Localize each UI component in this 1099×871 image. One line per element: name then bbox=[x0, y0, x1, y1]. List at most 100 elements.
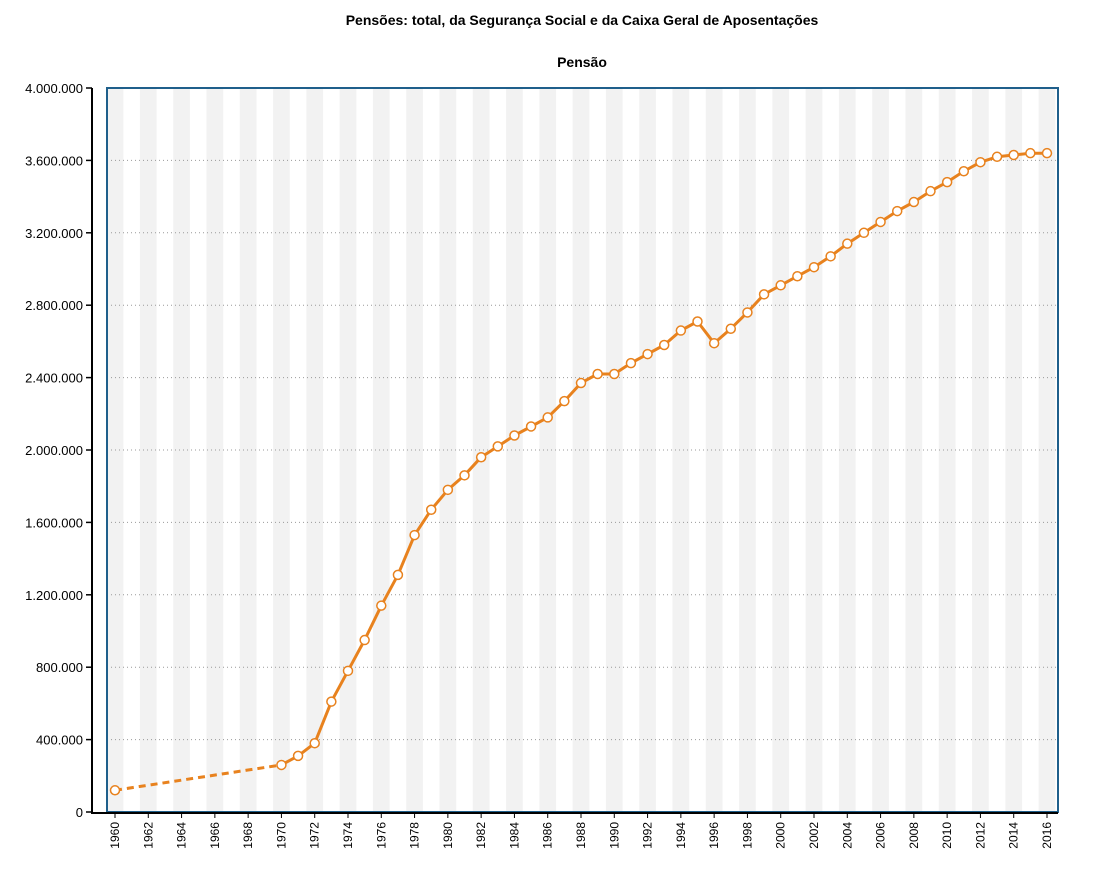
data-point bbox=[309, 737, 320, 749]
x-tick-label: 1984 bbox=[507, 822, 521, 849]
background-band bbox=[572, 88, 590, 812]
x-tick-label: 2000 bbox=[774, 822, 788, 849]
x-tick-label: 1986 bbox=[541, 822, 555, 849]
y-tick-label: 2.400.000 bbox=[25, 371, 83, 386]
x-tick-label: 1978 bbox=[408, 822, 422, 849]
data-point bbox=[475, 451, 487, 463]
data-point bbox=[842, 238, 853, 249]
series-markers bbox=[109, 147, 1053, 796]
data-point bbox=[908, 196, 920, 208]
background-band bbox=[139, 88, 157, 812]
x-tick-label: 1968 bbox=[241, 822, 255, 849]
x-tick-label: 2008 bbox=[907, 822, 921, 849]
background-band bbox=[173, 88, 190, 812]
data-point bbox=[991, 151, 1003, 163]
data-point bbox=[492, 441, 504, 452]
data-point bbox=[775, 280, 786, 291]
background-band bbox=[372, 88, 390, 812]
x-tick-label: 1990 bbox=[607, 822, 621, 849]
x-tick-label: 2014 bbox=[1007, 822, 1021, 849]
background-band bbox=[905, 88, 923, 812]
data-point bbox=[542, 412, 553, 423]
background-band bbox=[206, 88, 224, 812]
background-band bbox=[239, 88, 257, 812]
data-point bbox=[658, 339, 670, 351]
background-band bbox=[705, 88, 723, 812]
background-band bbox=[506, 88, 523, 812]
data-point bbox=[891, 205, 903, 217]
x-tick-label: 1964 bbox=[175, 822, 189, 849]
data-point bbox=[525, 421, 537, 432]
background-band bbox=[306, 88, 324, 812]
data-point bbox=[675, 325, 687, 336]
background-band bbox=[605, 88, 623, 812]
background-band bbox=[672, 88, 690, 812]
y-tick-label: 3.200.000 bbox=[25, 226, 83, 241]
y-tick-label: 0 bbox=[76, 805, 83, 820]
x-tick-label: 1982 bbox=[474, 822, 488, 849]
chart-subtitle: Pensão bbox=[557, 54, 607, 70]
series-line bbox=[280, 151, 1047, 767]
x-tick-label: 2016 bbox=[1040, 822, 1054, 849]
y-tick-label: 1.600.000 bbox=[25, 515, 83, 530]
data-point bbox=[376, 600, 387, 611]
y-tick-label: 4.000.000 bbox=[25, 81, 83, 96]
data-point bbox=[692, 316, 703, 327]
data-point bbox=[392, 569, 404, 581]
data-point bbox=[792, 270, 803, 282]
data-point bbox=[858, 227, 870, 239]
data-point bbox=[276, 759, 287, 771]
data-point bbox=[509, 430, 520, 441]
data-point bbox=[825, 251, 836, 262]
background-band bbox=[772, 88, 790, 812]
data-point bbox=[958, 166, 970, 177]
x-tick-label: 1996 bbox=[707, 822, 721, 849]
data-point bbox=[292, 750, 304, 762]
data-point bbox=[975, 156, 986, 168]
series-gap-dashed bbox=[114, 763, 282, 792]
data-point bbox=[941, 176, 953, 188]
background-band bbox=[273, 88, 290, 812]
data-point bbox=[442, 484, 454, 496]
data-point bbox=[875, 216, 886, 228]
x-tick-label: 1980 bbox=[441, 822, 455, 849]
x-tick-label: 2006 bbox=[874, 822, 888, 849]
x-tick-label: 1974 bbox=[341, 822, 355, 849]
x-tick-label: 1972 bbox=[308, 822, 322, 849]
data-point bbox=[559, 395, 570, 407]
x-tick-label: 1970 bbox=[274, 822, 288, 849]
x-tick-label: 1992 bbox=[641, 822, 655, 849]
y-tick-label: 3.600.000 bbox=[25, 153, 83, 168]
background-band bbox=[406, 88, 423, 812]
data-point bbox=[642, 348, 653, 360]
y-tick-label: 1.200.000 bbox=[25, 588, 83, 603]
data-point bbox=[359, 634, 370, 646]
x-tick-label: 2004 bbox=[840, 822, 854, 849]
data-point bbox=[592, 368, 603, 380]
data-point bbox=[425, 504, 437, 515]
y-tick-label: 2.000.000 bbox=[25, 443, 83, 458]
background-band bbox=[872, 88, 889, 812]
data-point bbox=[742, 307, 753, 318]
chart-title: Pensões: total, da Segurança Social e da… bbox=[346, 12, 819, 28]
x-tick-label: 2012 bbox=[973, 822, 987, 849]
data-point bbox=[609, 368, 620, 380]
data-point bbox=[725, 323, 737, 334]
plot-background-bands bbox=[107, 88, 1056, 812]
data-point bbox=[459, 470, 470, 481]
x-tick-label: 1960 bbox=[108, 822, 122, 849]
y-tick-label: 800.000 bbox=[36, 660, 83, 675]
data-point bbox=[625, 357, 637, 369]
data-point bbox=[342, 665, 354, 677]
data-point bbox=[758, 289, 770, 300]
data-point bbox=[575, 377, 587, 389]
data-point bbox=[409, 529, 420, 541]
data-point bbox=[1008, 149, 1019, 161]
data-point bbox=[708, 337, 720, 349]
data-point bbox=[109, 785, 121, 796]
background-band bbox=[1005, 88, 1023, 812]
y-tick-label: 2.800.000 bbox=[25, 298, 83, 313]
background-band bbox=[472, 88, 490, 812]
